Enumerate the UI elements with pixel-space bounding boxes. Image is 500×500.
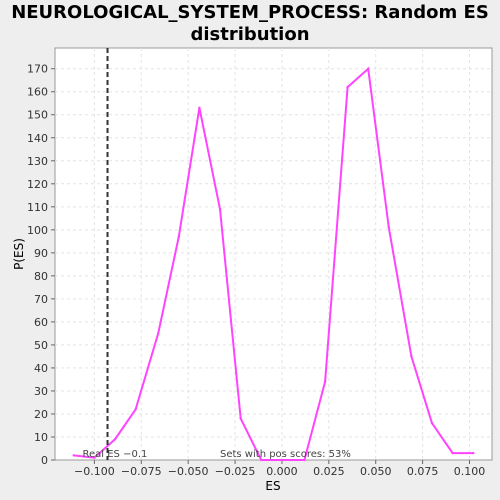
y-tick-label: 100 (27, 224, 48, 237)
y-tick-label: 80 (34, 270, 48, 283)
x-tick-label: −0.050 (168, 465, 209, 478)
data-point (218, 207, 222, 211)
x-tick-label: 0.025 (313, 465, 345, 478)
y-tick-label: 50 (34, 339, 48, 352)
y-tick-label: 110 (27, 201, 48, 214)
y-tick-label: 140 (27, 132, 48, 145)
data-point (260, 458, 263, 462)
y-tick-label: 0 (41, 454, 48, 467)
real-es-label: Real ES −0.1 (83, 449, 148, 460)
data-point (134, 408, 137, 411)
x-tick-label: 0.000 (266, 465, 298, 478)
x-tick-label: −0.075 (121, 465, 162, 478)
y-tick-label: 90 (34, 247, 48, 260)
data-point (280, 458, 284, 462)
y-tick-label: 130 (27, 155, 48, 168)
x-tick-label: −0.025 (215, 465, 256, 478)
y-tick-label: 160 (27, 86, 48, 99)
y-tick-label: 40 (34, 362, 48, 375)
data-point (113, 438, 117, 441)
data-point (72, 454, 75, 457)
y-tick-label: 30 (34, 385, 48, 398)
y-axis: 0 10 20 30 40 50 60 70 80 90 100 110 120 130 140 150 160… (27, 63, 55, 467)
data-point (367, 67, 370, 70)
chart-title-line2: distribution (190, 24, 310, 45)
series-line (73, 66, 474, 461)
x-tick-label: −0.100 (74, 465, 115, 478)
x-axis: −0.100 −0.075 −0.050 −0.025 0.000 0.025 0.050 0… (74, 460, 485, 478)
annotation-layer: Real ES −0.1 Sets with pos scores: 53% (83, 48, 351, 460)
data-point (177, 235, 180, 238)
data-point (346, 85, 349, 89)
pos-scores-annotation: Sets with pos scores: 53% (220, 449, 351, 460)
y-tick-label: 170 (27, 63, 48, 76)
data-point (387, 226, 391, 229)
y-tick-label: 60 (34, 316, 48, 329)
plot-area (54, 47, 493, 461)
data-point (239, 417, 242, 420)
data-point (156, 332, 160, 335)
y-tick-label: 120 (27, 178, 48, 191)
x-axis-title: ES (265, 479, 280, 493)
series-layer (72, 66, 475, 462)
chart-title: NEUROLOGICAL_SYSTEM_PROCESS: Random ES d… (0, 2, 500, 46)
data-point (303, 458, 306, 462)
x-tick-label: 0.050 (360, 465, 392, 478)
data-point (93, 456, 96, 459)
x-tick-label: 0.100 (454, 465, 486, 478)
data-point (323, 380, 327, 383)
x-tick-label: 0.075 (407, 465, 439, 478)
data-point (451, 451, 454, 455)
data-point (410, 355, 413, 358)
y-tick-label: 70 (34, 293, 48, 306)
y-tick-label: 150 (27, 109, 48, 122)
data-point (198, 106, 201, 110)
data-point (430, 421, 434, 425)
y-axis-title: P(ES) (12, 238, 26, 270)
y-tick-label: 10 (34, 431, 48, 444)
y-tick-label: 20 (34, 408, 48, 421)
chart-title-line1: NEUROLOGICAL_SYSTEM_PROCESS: Random ES (11, 2, 489, 23)
data-point (472, 451, 475, 455)
